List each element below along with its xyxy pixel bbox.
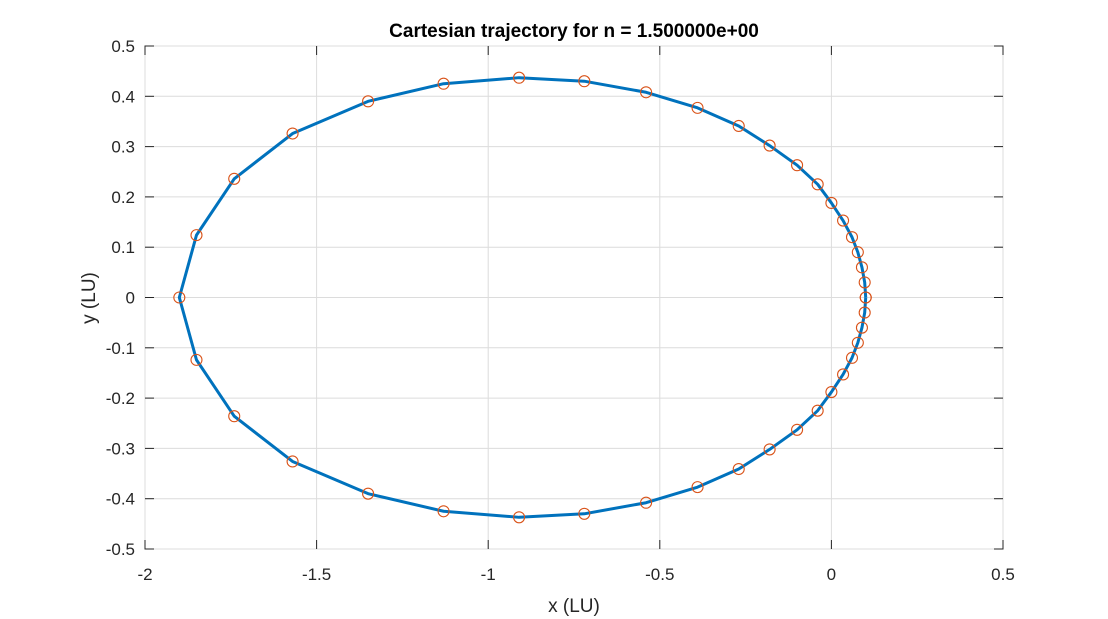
trajectory-point <box>513 71 526 84</box>
trajectory-point <box>845 351 859 364</box>
trajectory-point <box>640 86 653 99</box>
y-tick-label: -0.3 <box>106 439 135 458</box>
trajectory-point <box>286 127 299 140</box>
trajectory-point <box>858 306 871 319</box>
trajectory-point <box>362 95 375 108</box>
trajectory-point <box>811 178 824 191</box>
x-tick-label: 0.5 <box>991 565 1015 584</box>
trajectory-point <box>763 443 776 456</box>
x-tick-labels: -2 -1.5 -1 -0.5 0 0.5 <box>137 565 1014 584</box>
y-tick-label: 0.3 <box>111 138 135 157</box>
chart-title: Cartesian trajectory for n = 1.500000e+0… <box>389 21 759 42</box>
x-tick-label: -1.5 <box>302 565 331 584</box>
y-tick-label: 0 <box>126 289 135 308</box>
trajectory-point <box>858 276 871 289</box>
trajectory-point <box>578 75 591 88</box>
trajectory-point <box>691 101 704 114</box>
trajectory-point <box>811 404 824 417</box>
trajectory-point <box>286 455 299 468</box>
plot-series <box>173 71 872 524</box>
trajectory-point <box>362 487 375 500</box>
trajectory-point <box>173 291 186 304</box>
trajectory-point <box>851 336 864 349</box>
trajectory-point <box>791 159 804 172</box>
trajectory-point <box>228 410 241 423</box>
y-tick-label: 0.2 <box>111 188 135 207</box>
trajectory-point <box>845 231 859 244</box>
x-tick-label: -0.5 <box>645 565 674 584</box>
y-tick-label: 0.4 <box>111 87 135 106</box>
trajectory-point <box>763 139 776 152</box>
trajectory-point <box>437 77 450 90</box>
trajectory-point <box>837 214 850 227</box>
trajectory-line <box>177 76 868 519</box>
trajectory-point <box>437 505 450 518</box>
y-axis-label: y (LU) <box>79 272 100 324</box>
y-tick-label: 0.1 <box>111 238 135 257</box>
trajectory-point <box>578 507 591 520</box>
trajectory-point <box>190 353 203 366</box>
y-tick-label: -0.5 <box>106 540 135 559</box>
trajectory-point <box>691 481 704 494</box>
x-tick-label: -1 <box>481 565 496 584</box>
trajectory-point <box>851 246 864 259</box>
x-tick-label: 0 <box>827 565 836 584</box>
trajectory-point <box>732 462 745 476</box>
grid <box>144 45 1004 550</box>
y-tick-label: -0.2 <box>106 389 135 408</box>
y-tick-labels: -0.5 -0.4 -0.3 -0.2 -0.1 0 0.1 0.2 0.3 0.4 0.5 <box>106 37 135 559</box>
trajectory-point <box>190 229 203 242</box>
trajectory-point <box>825 386 838 399</box>
trajectory-point <box>855 321 868 334</box>
trajectory-point <box>640 496 653 509</box>
trajectory-point <box>855 261 868 274</box>
trajectory-point <box>513 511 526 524</box>
x-tick-label: -2 <box>137 565 152 584</box>
y-tick-label: -0.1 <box>106 339 135 358</box>
trajectory-point <box>859 291 872 304</box>
trajectory-point <box>837 368 850 381</box>
trajectory-point <box>732 119 745 133</box>
trajectory-point <box>791 423 804 436</box>
x-axis-label: x (LU) <box>548 596 600 617</box>
ticks <box>144 45 1004 550</box>
trajectory-point <box>228 172 241 185</box>
y-tick-label: -0.4 <box>106 490 135 509</box>
trajectory-point <box>825 196 838 209</box>
y-tick-label: 0.5 <box>111 37 135 56</box>
